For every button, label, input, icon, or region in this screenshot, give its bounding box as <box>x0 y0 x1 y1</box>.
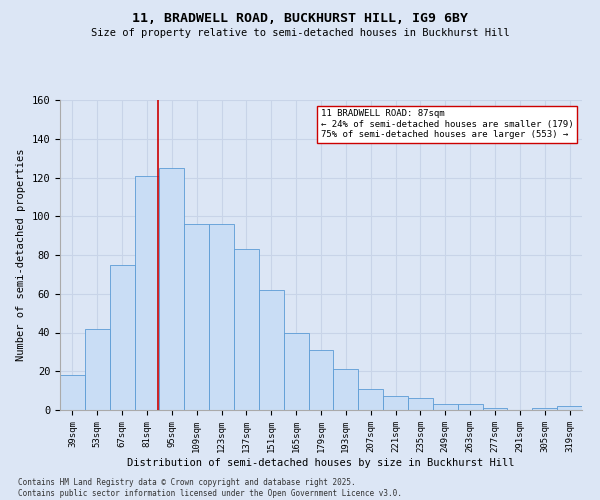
X-axis label: Distribution of semi-detached houses by size in Buckhurst Hill: Distribution of semi-detached houses by … <box>127 458 515 468</box>
Bar <box>308 350 334 410</box>
Bar <box>284 332 308 410</box>
Y-axis label: Number of semi-detached properties: Number of semi-detached properties <box>16 149 26 361</box>
Bar <box>408 398 433 410</box>
Bar <box>532 408 557 410</box>
Bar <box>482 408 508 410</box>
Text: Contains HM Land Registry data © Crown copyright and database right 2025.
Contai: Contains HM Land Registry data © Crown c… <box>18 478 402 498</box>
Bar <box>458 404 482 410</box>
Bar <box>334 370 358 410</box>
Text: Size of property relative to semi-detached houses in Buckhurst Hill: Size of property relative to semi-detach… <box>91 28 509 38</box>
Text: 11 BRADWELL ROAD: 87sqm
← 24% of semi-detached houses are smaller (179)
75% of s: 11 BRADWELL ROAD: 87sqm ← 24% of semi-de… <box>321 110 574 139</box>
Bar <box>234 249 259 410</box>
Bar <box>85 328 110 410</box>
Bar <box>134 176 160 410</box>
Bar <box>160 168 184 410</box>
Text: 11, BRADWELL ROAD, BUCKHURST HILL, IG9 6BY: 11, BRADWELL ROAD, BUCKHURST HILL, IG9 6… <box>132 12 468 26</box>
Bar <box>383 396 408 410</box>
Bar <box>110 264 134 410</box>
Bar <box>184 224 209 410</box>
Bar <box>60 375 85 410</box>
Bar <box>557 406 582 410</box>
Bar <box>259 290 284 410</box>
Bar <box>358 388 383 410</box>
Bar <box>433 404 458 410</box>
Bar <box>209 224 234 410</box>
